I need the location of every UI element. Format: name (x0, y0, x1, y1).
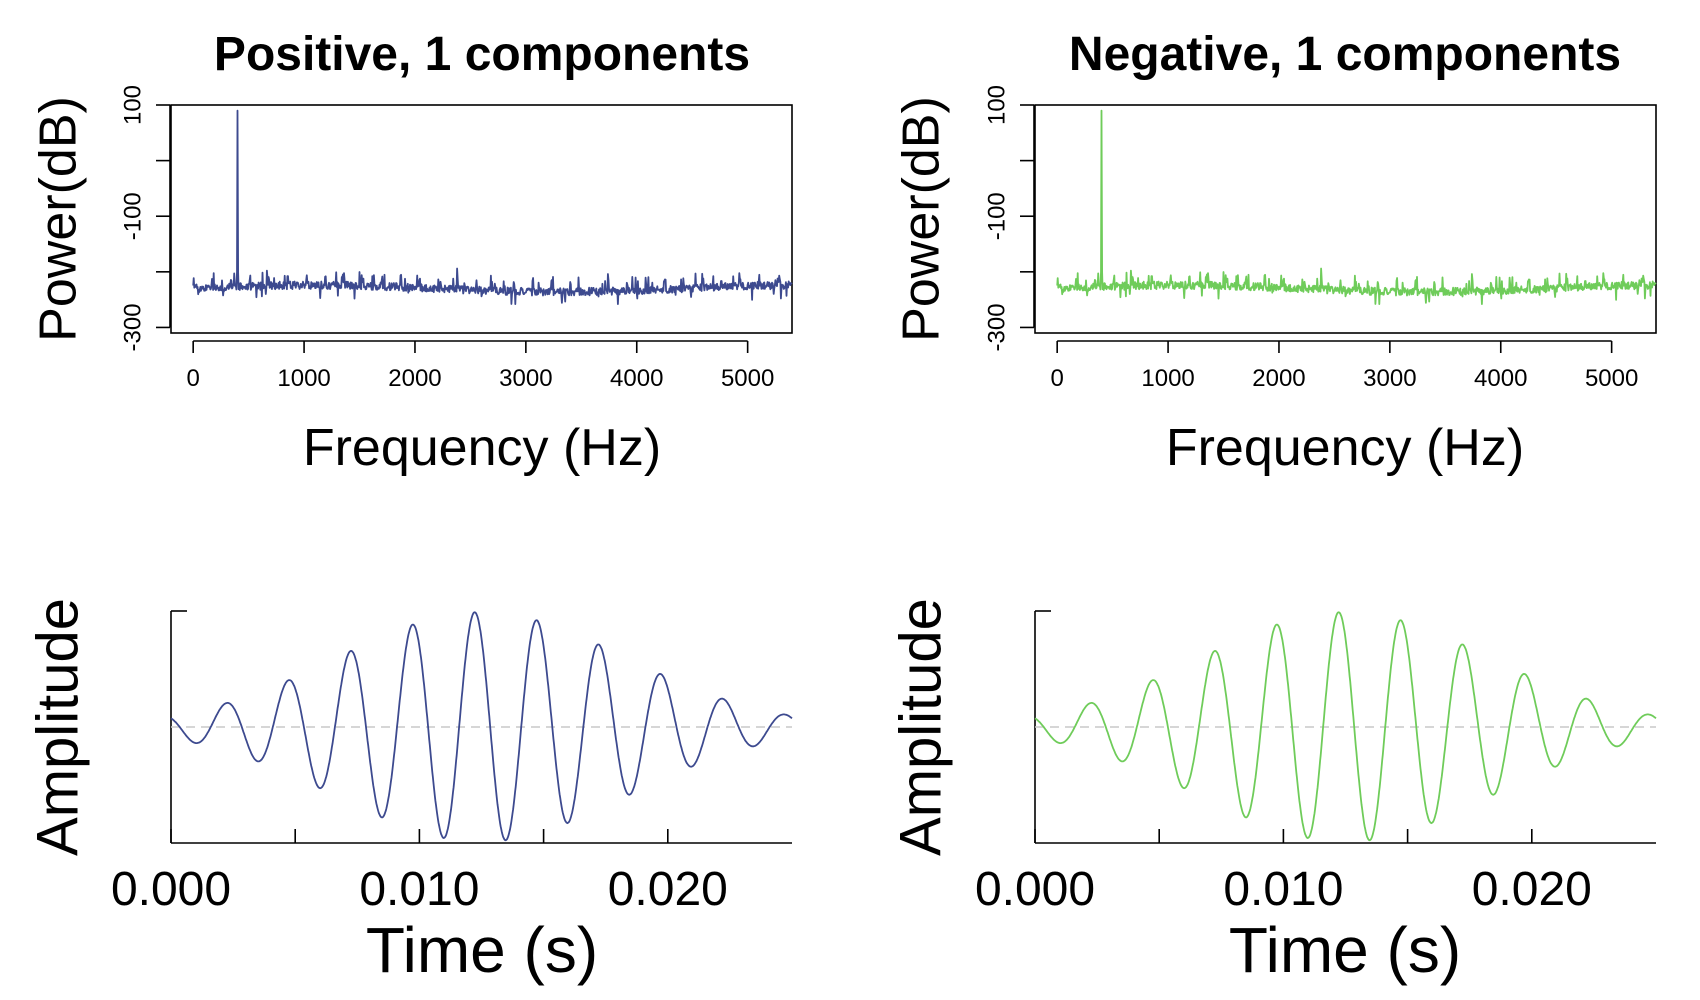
chart-title: Negative, 1 components (1069, 28, 1621, 81)
x-tick-label: 2000 (1252, 365, 1305, 392)
x-tick-label: 3000 (499, 365, 552, 392)
x-tick-label: 5000 (1585, 365, 1638, 392)
x-tick-label: 0.020 (608, 863, 728, 916)
y-axis-label: Power(dB) (893, 96, 951, 342)
x-tick-label: 0 (1050, 365, 1063, 392)
y-tick-label: 100 (983, 85, 1010, 125)
x-tick-label: 1000 (1141, 365, 1194, 392)
chart-title: Positive, 1 components (214, 28, 750, 81)
x-tick-label: 0.000 (975, 863, 1095, 916)
x-axis-label: Frequency (Hz) (303, 419, 661, 477)
x-tick-label: 2000 (388, 365, 441, 392)
plot-frame (170, 104, 793, 334)
x-tick-label: 0 (186, 365, 199, 392)
x-tick-label: 4000 (610, 365, 663, 392)
spectrum-line (1056, 109, 1657, 305)
x-tick-label: 3000 (1363, 365, 1416, 392)
plot-frame (1034, 104, 1657, 334)
spectrum-panel: Negative, 1 components 100 -100 -300 Power(d… (893, 28, 1657, 477)
y-tick-label: 100 (119, 85, 146, 125)
y-tick-label: -300 (119, 303, 146, 351)
x-tick-label: 1000 (277, 365, 330, 392)
x-axis-label: Frequency (Hz) (1166, 419, 1524, 477)
x-axis-label: Time (s) (366, 914, 598, 986)
y-tick-label: -100 (119, 192, 146, 240)
x-tick-label: 4000 (1474, 365, 1527, 392)
x-axis-label: Time (s) (1229, 914, 1461, 986)
x-tick-label: 0.010 (359, 863, 479, 916)
y-axis-label: Amplitude (25, 598, 90, 856)
waveform-line (170, 611, 793, 842)
waveform-line (1034, 611, 1657, 842)
spectrum-line (192, 109, 793, 305)
y-axis-label: Power(dB) (30, 96, 88, 342)
y-axis-label: Amplitude (888, 598, 953, 856)
x-tick-label: 5000 (721, 365, 774, 392)
y-tick-label: -300 (983, 303, 1010, 351)
x-tick-label: 0.020 (1472, 863, 1592, 916)
spectrum-panel: Positive, 1 components 100 -100 -300 Power(d… (30, 28, 793, 477)
y-tick-label: -100 (983, 192, 1010, 240)
x-tick-label: 0.000 (111, 863, 231, 916)
x-tick-label: 0.010 (1223, 863, 1343, 916)
